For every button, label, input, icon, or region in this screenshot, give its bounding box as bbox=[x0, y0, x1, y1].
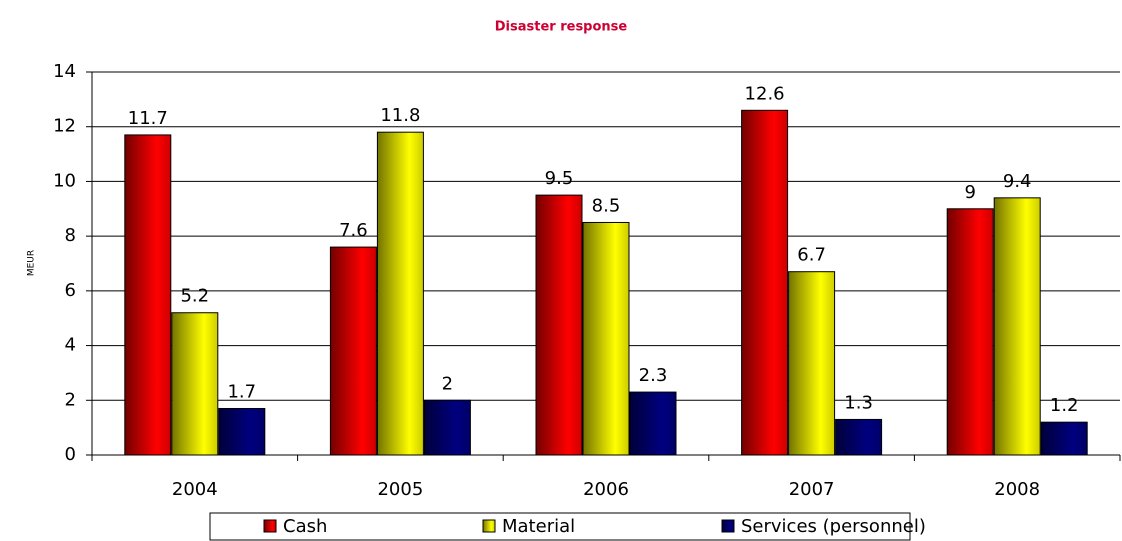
bar bbox=[788, 271, 836, 456]
bar bbox=[218, 407, 266, 456]
value-label: 6.7 bbox=[797, 245, 826, 266]
y-tick-label: 10 bbox=[53, 170, 76, 191]
value-label: 2 bbox=[442, 373, 453, 394]
value-label: 1.7 bbox=[227, 381, 256, 402]
value-label: 9 bbox=[964, 182, 975, 203]
value-label: 1.3 bbox=[844, 392, 873, 413]
legend-box bbox=[209, 512, 911, 541]
legend-swatch bbox=[482, 519, 496, 533]
x-tick-label: 2008 bbox=[994, 479, 1040, 500]
bar bbox=[993, 197, 1041, 456]
bar bbox=[376, 131, 424, 456]
bar bbox=[171, 312, 219, 456]
value-label: 5.2 bbox=[180, 286, 209, 307]
bar bbox=[329, 246, 377, 456]
chart-title: Disaster response bbox=[495, 20, 628, 35]
legend-label: Cash bbox=[283, 516, 327, 537]
value-label: 7.6 bbox=[339, 220, 368, 241]
legend-swatch bbox=[263, 519, 277, 533]
value-label: 9.5 bbox=[545, 168, 574, 189]
x-tick-label: 2007 bbox=[789, 479, 835, 500]
y-tick-label: 0 bbox=[65, 444, 76, 465]
value-label: 1.2 bbox=[1050, 395, 1079, 416]
x-tick-label: 2005 bbox=[377, 479, 423, 500]
value-label: 11.8 bbox=[380, 105, 420, 126]
y-tick-label: 6 bbox=[65, 280, 76, 301]
y-tick-label: 8 bbox=[65, 225, 76, 246]
y-tick-label: 14 bbox=[53, 61, 76, 82]
bar bbox=[423, 399, 471, 456]
legend-label: Material bbox=[502, 516, 575, 537]
y-tick-label: 12 bbox=[53, 116, 76, 137]
bar bbox=[582, 221, 630, 456]
bar bbox=[946, 208, 994, 456]
y-tick-label: 4 bbox=[65, 335, 76, 356]
value-label: 2.3 bbox=[639, 365, 668, 386]
x-tick-label: 2006 bbox=[583, 479, 629, 500]
bar bbox=[1040, 421, 1088, 456]
bar bbox=[629, 391, 677, 456]
value-label: 12.6 bbox=[745, 83, 785, 104]
y-tick-label: 2 bbox=[65, 389, 76, 410]
bar bbox=[535, 194, 583, 456]
bar bbox=[124, 134, 172, 456]
value-label: 11.7 bbox=[128, 108, 168, 129]
bar bbox=[835, 418, 883, 456]
value-label: 8.5 bbox=[592, 195, 621, 216]
y-axis-label: MEUR bbox=[27, 250, 37, 276]
x-tick-label: 2004 bbox=[172, 479, 218, 500]
legend-swatch bbox=[721, 519, 735, 533]
bar bbox=[741, 109, 789, 456]
value-label: 9.4 bbox=[1003, 171, 1032, 192]
legend-label: Services (personnel) bbox=[741, 516, 926, 537]
